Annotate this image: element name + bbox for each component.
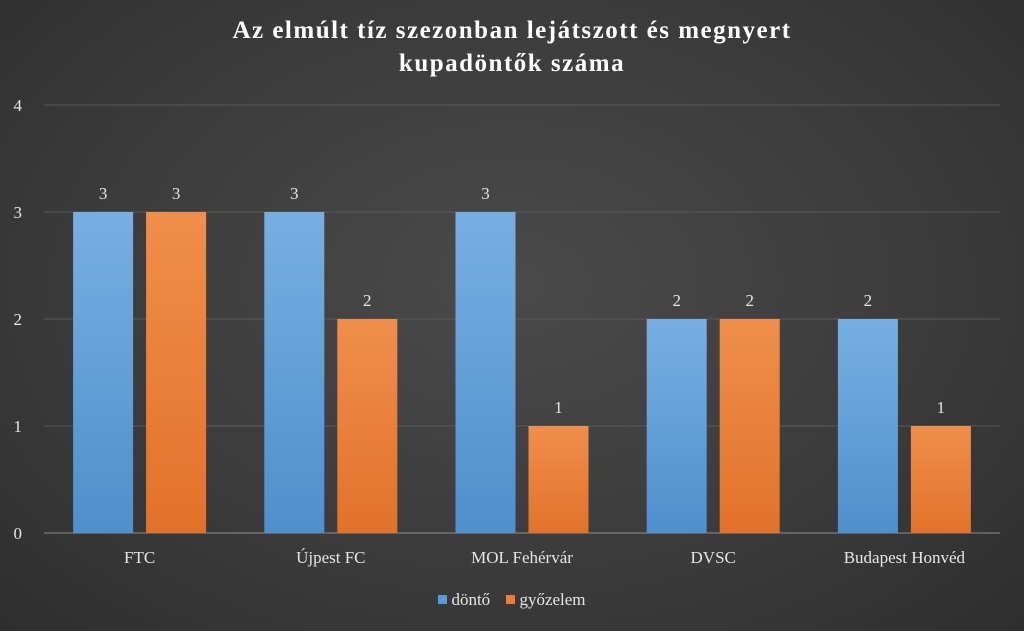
y-tick-label: 4 bbox=[14, 96, 23, 115]
bar bbox=[264, 212, 325, 533]
x-tick-label: DVSC bbox=[691, 548, 736, 567]
bar bbox=[837, 319, 898, 533]
data-label: 3 bbox=[290, 184, 299, 203]
legend-label-donto: döntő bbox=[451, 590, 491, 609]
bar bbox=[337, 319, 398, 533]
x-tick-label: FTC bbox=[124, 548, 155, 567]
x-tick-label: MOL Fehérvár bbox=[471, 548, 573, 567]
data-label: 3 bbox=[481, 184, 490, 203]
legend-swatch-gyozelem bbox=[506, 595, 516, 604]
data-label: 2 bbox=[672, 291, 681, 310]
bar bbox=[73, 212, 134, 533]
chart-title-line-1: Az elmúlt tíz szezonban lejátszott és me… bbox=[232, 17, 792, 44]
legend-label-gyozelem: győzelem bbox=[519, 590, 586, 609]
bar bbox=[910, 426, 971, 533]
data-label: 2 bbox=[363, 291, 372, 310]
legend-item-donto: döntő bbox=[438, 590, 490, 610]
legend-item-gyozelem: győzelem bbox=[506, 590, 586, 610]
bar bbox=[146, 212, 207, 533]
bar bbox=[528, 426, 589, 533]
y-tick-label: 2 bbox=[14, 310, 23, 329]
x-tick-label: Újpest FC bbox=[296, 548, 365, 567]
y-tick-label: 3 bbox=[14, 203, 23, 222]
data-label: 1 bbox=[937, 398, 946, 417]
chart-title-line-2: kupadöntők száma bbox=[398, 50, 626, 77]
y-tick-label: 0 bbox=[14, 524, 23, 543]
data-label: 2 bbox=[745, 291, 754, 310]
chart-title: Az elmúlt tíz szezonban lejátszott és me… bbox=[0, 14, 1024, 80]
legend: döntő győzelem bbox=[0, 590, 1024, 610]
bar bbox=[719, 319, 780, 533]
data-label: 2 bbox=[864, 291, 873, 310]
x-tick-label: Budapest Honvéd bbox=[844, 548, 966, 567]
data-label: 3 bbox=[172, 184, 181, 203]
data-label: 3 bbox=[99, 184, 108, 203]
legend-swatch-donto bbox=[438, 595, 448, 604]
y-tick-label: 1 bbox=[14, 417, 23, 436]
bar bbox=[646, 319, 707, 533]
bar bbox=[455, 212, 516, 533]
data-label: 1 bbox=[554, 398, 563, 417]
